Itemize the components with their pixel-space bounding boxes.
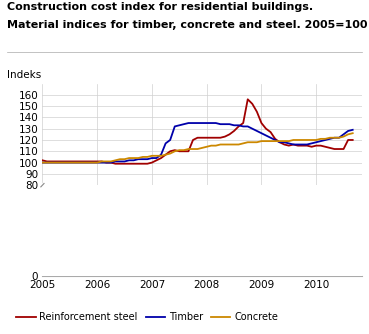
Reinforcement steel bbox=[245, 97, 250, 101]
Timber bbox=[346, 129, 350, 133]
Reinforcement steel bbox=[351, 138, 355, 142]
Timber bbox=[145, 157, 149, 161]
Reinforcement steel bbox=[100, 159, 104, 163]
Concrete bbox=[100, 159, 104, 163]
Timber bbox=[100, 161, 104, 165]
Line: Concrete: Concrete bbox=[42, 133, 353, 163]
Concrete bbox=[81, 161, 86, 165]
Reinforcement steel bbox=[63, 159, 68, 163]
Timber bbox=[186, 121, 191, 125]
Concrete bbox=[145, 155, 149, 159]
Line: Reinforcement steel: Reinforcement steel bbox=[42, 99, 353, 164]
FancyBboxPatch shape bbox=[42, 185, 362, 276]
Reinforcement steel bbox=[90, 159, 95, 163]
Concrete bbox=[63, 161, 68, 165]
Reinforcement steel bbox=[346, 138, 350, 142]
Text: Indeks: Indeks bbox=[7, 70, 42, 80]
Text: Construction cost index for residential buildings.: Construction cost index for residential … bbox=[7, 2, 314, 12]
Reinforcement steel bbox=[113, 162, 118, 166]
Legend: Reinforcement steel, Timber, Concrete: Reinforcement steel, Timber, Concrete bbox=[12, 308, 282, 326]
Timber bbox=[351, 128, 355, 132]
Concrete bbox=[218, 143, 223, 147]
Reinforcement steel bbox=[40, 158, 45, 162]
Reinforcement steel bbox=[287, 144, 291, 148]
Text: Material indices for timber, concrete and steel. 2005=100: Material indices for timber, concrete an… bbox=[7, 20, 368, 30]
Concrete bbox=[141, 155, 145, 159]
Concrete bbox=[40, 161, 45, 165]
Line: Timber: Timber bbox=[42, 123, 353, 163]
Timber bbox=[63, 161, 68, 165]
Timber bbox=[141, 157, 145, 161]
Concrete bbox=[351, 131, 355, 135]
Reinforcement steel bbox=[223, 135, 227, 139]
Timber bbox=[223, 122, 227, 126]
Timber bbox=[40, 161, 45, 165]
